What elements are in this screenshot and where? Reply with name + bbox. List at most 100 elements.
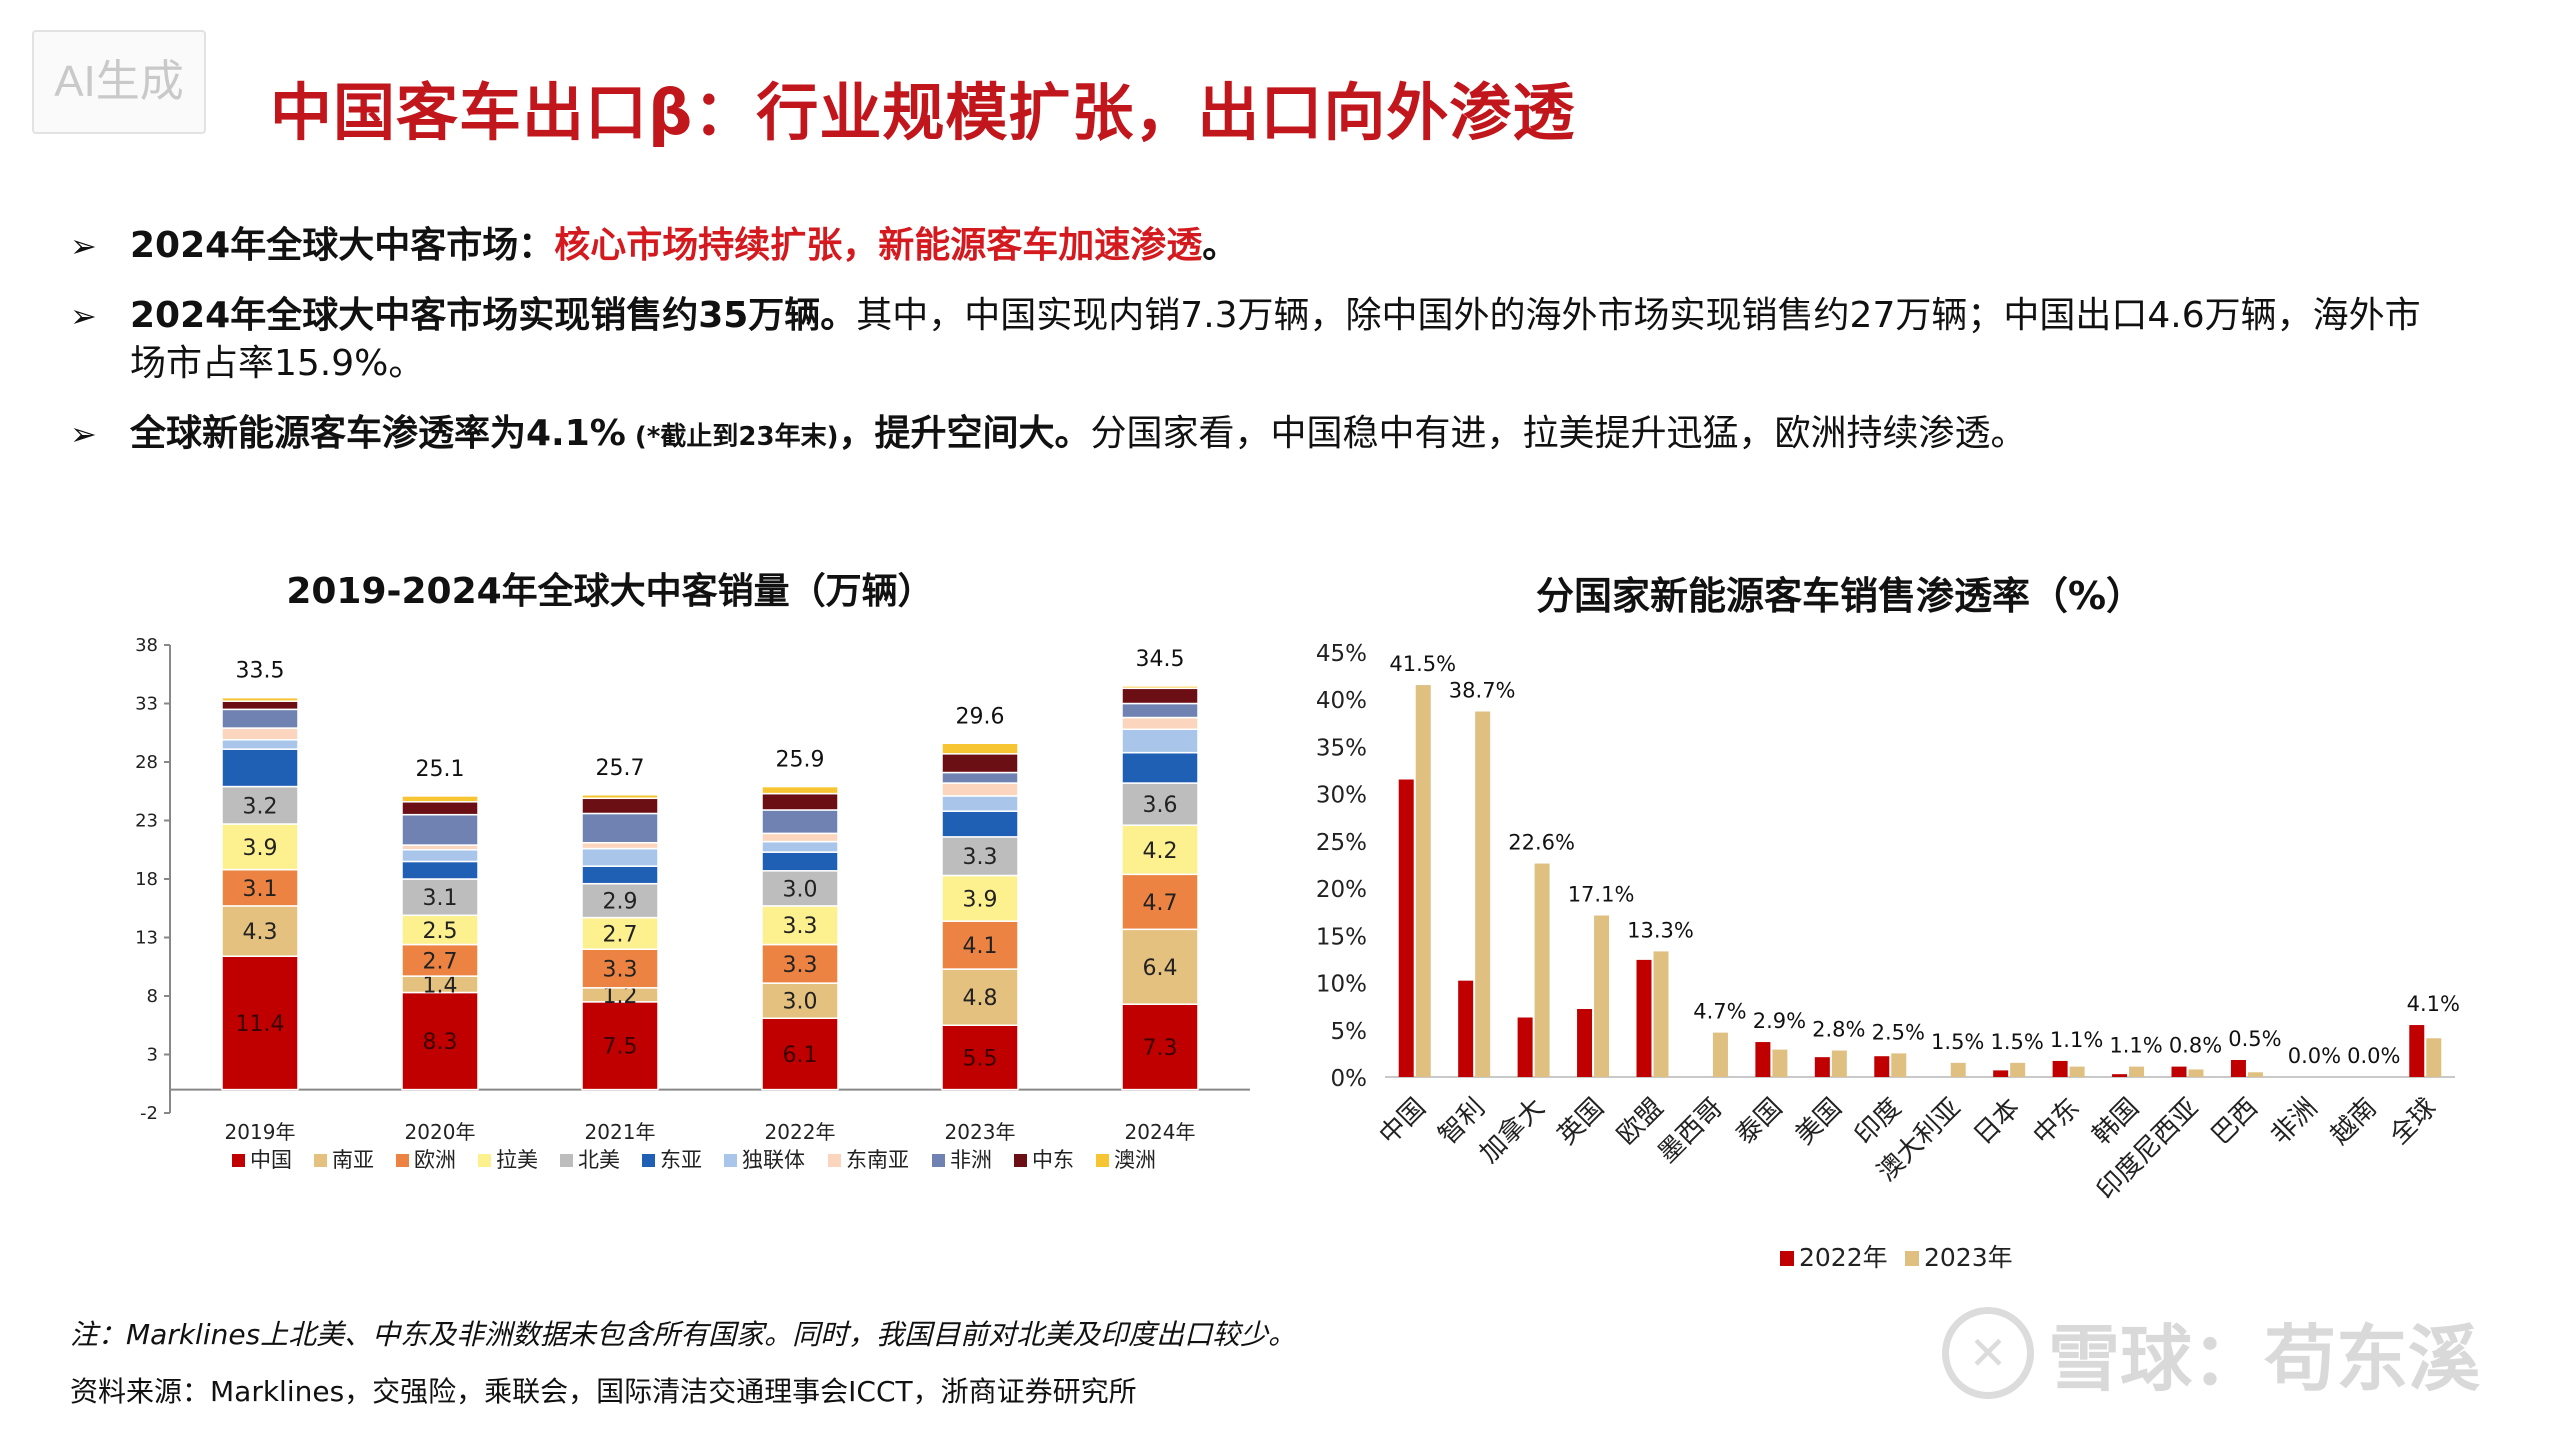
bar-segment [401,860,479,880]
bar-segment [1121,751,1199,784]
bar-segment [221,696,299,702]
segment-label: 7.3 [1143,1036,1178,1061]
bar-segment [941,836,1019,877]
value-label: 0.5% [2228,1027,2281,1051]
value-label: 2.9% [1753,1009,1806,1033]
bar-segment [221,700,299,711]
x-tick-label: 美国 [1790,1093,1848,1151]
x-tick-label: 2023年 [945,1120,1016,1144]
bar-segment [1121,716,1199,730]
x-tick-label: 2024年 [1125,1120,1196,1144]
legend-swatch [396,1154,409,1167]
value-label: 13.3% [1627,918,1694,942]
x-tick-label: 英国 [1552,1093,1610,1151]
y-tick-label: 33 [135,694,158,715]
segment-label: 3.0 [783,877,818,902]
value-label: 1.1% [2050,1028,2103,1052]
value-label: 0.0% [2347,1044,2400,1068]
bar-2022年 [1993,1070,2009,1077]
legend-swatch [314,1154,327,1167]
bullet-list: ➢ 2024年全球大中客市场：核心市场持续扩张，新能源客车加速渗透。 ➢ 202… [70,222,2470,483]
bullet-1-highlight: 核心市场持续扩张，新能源客车加速渗透 [554,225,1203,266]
bar-segment [1121,687,1199,705]
bullet-2-line2: 场市占率15.9%。 [130,343,425,384]
legend-label: 北美 [578,1148,620,1172]
segment-label: 4.2 [1143,839,1178,864]
bar-2023年 [1891,1053,1907,1077]
value-label: 2.5% [1872,1020,1925,1044]
bar-segment [941,753,1019,774]
bar-segment [941,795,1019,812]
value-label: 4.1% [2407,992,2460,1016]
bar-segment [1121,782,1199,826]
y-tick-label: 38 [135,635,158,656]
y-tick-label: 18 [135,869,158,890]
x-tick-label: 全球 [2384,1093,2442,1151]
legend-label: 非洲 [950,1148,992,1172]
x-tick-label: 2019年 [225,1120,296,1144]
segment-label: 2.5 [423,919,458,944]
segment-label: 3.9 [243,836,278,861]
value-label: 1.5% [1990,1030,2043,1054]
bullet-3-bold2: 提升空间大。 [874,413,1091,454]
bar-2023年 [1534,863,1550,1077]
legend-swatch [1014,1154,1027,1167]
bar-2023年 [2129,1066,2145,1077]
bar-2022年 [1458,980,1474,1077]
bar-segment [761,1017,839,1091]
watermark-text: 雪球：苟东溪 [2047,1317,2480,1401]
snowball-logo-icon: ✕ [1941,1306,2034,1399]
total-label: 25.9 [776,748,825,773]
bar-segment [401,914,479,946]
x-tick-label: 中东 [2028,1093,2086,1151]
x-tick-label: 2022年 [765,1120,836,1144]
ai-generated-badge: AI生成 [32,30,206,134]
value-label: 0.0% [2288,1044,2341,1068]
segment-label: 3.1 [423,886,458,911]
y-tick-label: 15% [1316,924,1367,950]
bar-segment [1121,728,1199,754]
value-label: 38.7% [1449,679,1516,703]
legend-label: 2022年 [1799,1243,1888,1272]
y-tick-label: 10% [1316,972,1367,998]
segment-label: 11.4 [236,1012,285,1037]
segment-label: 5.5 [963,1046,998,1071]
stacked-bar-chart: -23813182328333811.44.33.13.93.233.52019… [135,635,1250,1172]
segment-label: 2.7 [423,949,458,974]
value-label: 0.8% [2169,1034,2222,1058]
bar-2023年 [2247,1072,2263,1077]
value-label: 22.6% [1508,831,1575,855]
legend-swatch [478,1154,491,1167]
bar-segment [401,801,479,816]
legend-label: 中国 [250,1148,292,1172]
bullet-arrow-icon: ➢ [70,227,97,265]
segment-label: 8.3 [423,1030,458,1055]
bar-segment [1121,873,1199,931]
y-tick-label: 28 [135,752,158,773]
segment-label: 4.7 [1143,891,1178,916]
legend-swatch [1096,1154,1109,1167]
y-tick-label: -2 [140,1103,158,1124]
segment-label: 2.9 [603,890,638,915]
bar-segment [581,841,659,850]
y-tick-label: 25% [1316,830,1367,856]
bar-segment [1121,702,1199,719]
bar-segment [761,982,839,1019]
bar-segment [401,813,479,846]
bar-2023年 [2010,1062,2026,1077]
bullet-2: ➢ 2024年全球大中客市场实现销售约35万辆。其中，中国实现内销7.3万辆，除… [70,292,2470,388]
total-label: 34.5 [1136,647,1185,672]
bullet-3-text: 分国家看，中国稳中有进，拉美提升迅猛，欧洲持续渗透。 [1090,413,2027,454]
x-tick-label: 加拿大 [1474,1093,1550,1169]
bar-segment [761,792,839,811]
segment-label: 3.3 [963,845,998,870]
segment-label: 3.3 [603,958,638,983]
value-label: 4.7% [1693,1000,1746,1024]
bar-2023年 [2426,1038,2442,1077]
bar-segment [401,795,479,803]
value-label: 1.5% [1931,1030,1984,1054]
x-tick-label: 巴西 [2206,1093,2264,1151]
segment-label: 3.3 [783,914,818,939]
legend-label: 东亚 [660,1148,702,1172]
bar-segment [581,812,659,844]
